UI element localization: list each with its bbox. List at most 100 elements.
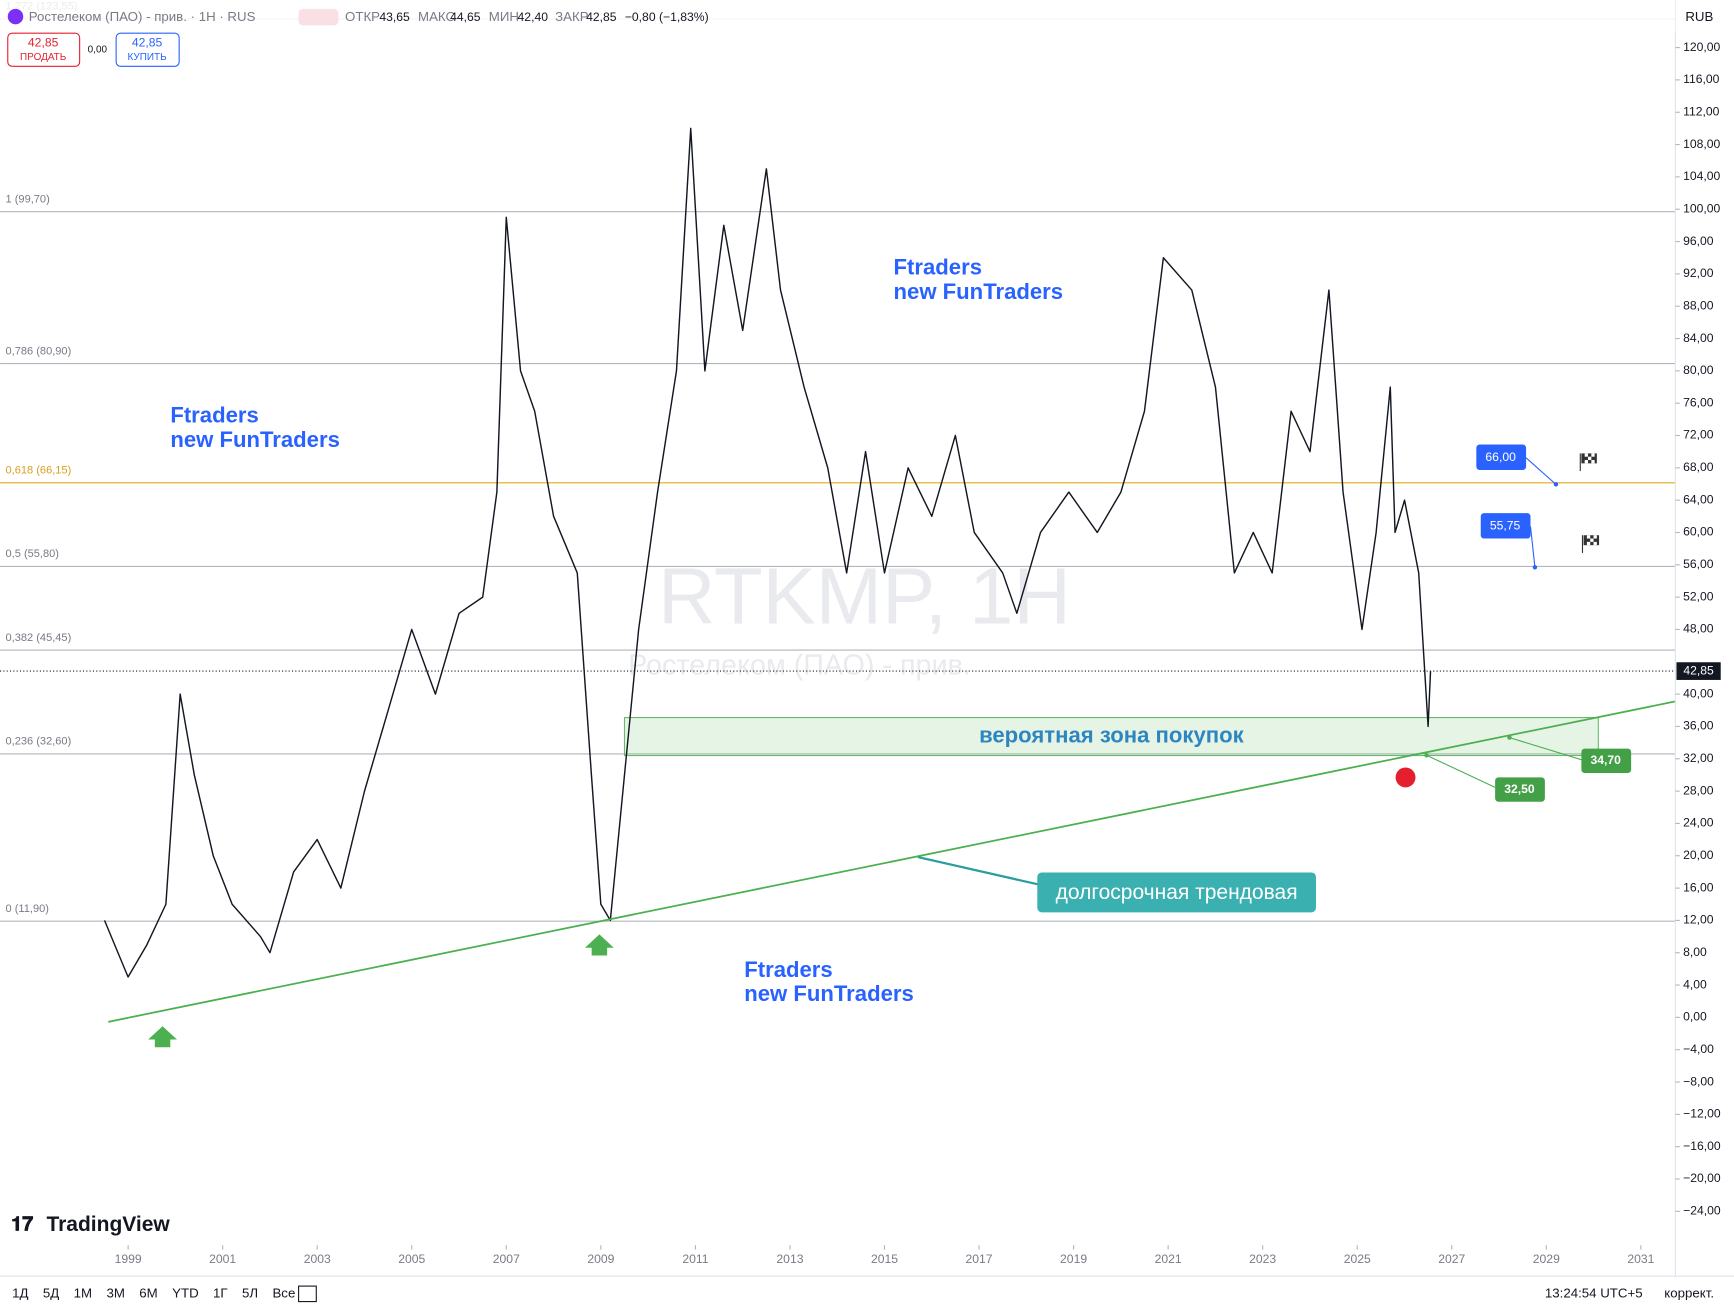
x-tick-label: 2013 [776,1252,803,1266]
y-tick-label: 20,00 [1683,848,1714,862]
y-tick-label: 100,00 [1683,201,1720,215]
red-dot [1395,767,1416,788]
y-tick-label: 68,00 [1683,460,1714,474]
y-tick-label: 56,00 [1683,557,1714,571]
y-tick-label: 40,00 [1683,686,1714,700]
y-tick-label: 24,00 [1683,816,1714,830]
x-tick-label: 1999 [115,1252,142,1266]
y-tick-label: 88,00 [1683,298,1714,312]
range-button[interactable]: 1Г [213,1285,228,1300]
range-button[interactable]: 6М [139,1285,157,1300]
y-tick-label: −16,00 [1683,1139,1721,1153]
brand-text: Ftraders [744,957,832,982]
target-line [1525,457,1557,485]
symbol-logo [7,8,24,25]
y-tick-label: −24,00 [1683,1204,1721,1218]
ohlc-value: 43,65 [379,10,410,24]
range-button[interactable]: 5Л [242,1285,258,1300]
last-price-box [1676,662,1721,680]
y-tick-label: 48,00 [1683,622,1714,636]
spread: 0,00 [88,44,108,55]
ohlc-label: ОТКР [345,9,380,24]
up-arrow [148,1026,177,1048]
y-tick-label: 120,00 [1683,40,1720,54]
y-tick-label: 4,00 [1683,977,1707,991]
x-tick-label: 2015 [871,1252,898,1266]
level-box [1581,748,1632,773]
level-box [1495,777,1545,802]
x-tick-label: 2023 [1249,1252,1276,1266]
fib-label: 0,382 (45,45) [6,632,72,644]
logo-mark: 𝟏𝟕 [11,1214,33,1236]
target-point [1553,482,1559,487]
range-button[interactable]: 1М [74,1285,92,1300]
y-tick-label: 76,00 [1683,395,1714,409]
callout-pointer [917,855,1040,886]
x-tick-label: 2021 [1155,1252,1182,1266]
x-tick-label: 2017 [966,1252,993,1266]
symbol-name: Ростелеком (ПАО) - прив. · 1Н · RUS [29,9,256,24]
target-box [1476,444,1527,470]
range-button[interactable]: 5Д [43,1285,59,1300]
price-line [103,127,1432,978]
currency[interactable]: RUB [1685,9,1713,24]
fib-label: 0,618 (66,15) [6,465,72,477]
x-tick-label: 2019 [1060,1252,1087,1266]
finish-flag [1581,535,1600,553]
ohlc-value: 44,65 [450,10,481,24]
x-tick-label: 2029 [1533,1252,1560,1266]
fib-label: 0,236 (32,60) [6,736,72,748]
brand-logo[interactable]: TradingView [46,1213,170,1236]
status-badge [298,8,339,26]
adjust-button[interactable]: коррект. [1664,1285,1714,1300]
trend-line [108,700,1676,1023]
y-tick-label: 108,00 [1683,137,1720,151]
buy-label: КУПИТЬ [128,52,167,63]
fib-label: 0,5 (55,80) [6,548,59,560]
y-tick-label: 0,00 [1683,1010,1707,1024]
y-tick-label: 112,00 [1683,104,1720,118]
y-tick-label: 32,00 [1683,751,1714,765]
ohlc-change: −0,80 (−1,83%) [625,10,709,24]
y-tick-label: −8,00 [1683,1074,1714,1088]
range-button[interactable]: 3М [106,1285,124,1300]
ohlc-label: ЗАКР [555,9,589,24]
y-tick-label: −12,00 [1683,1107,1721,1121]
target-label: 66,00 [1485,450,1516,464]
range-button[interactable]: 1Д [12,1285,28,1300]
range-button[interactable]: YTD [172,1285,199,1300]
x-tick-label: 2007 [493,1252,520,1266]
callout-box [1037,872,1316,913]
calendar-icon[interactable] [298,1285,317,1303]
y-tick-label: 52,00 [1683,589,1714,603]
sell-label: ПРОДАТЬ [20,52,66,63]
target-line [1529,526,1536,568]
y-tick-label: 8,00 [1683,945,1707,959]
level-point [1424,753,1429,758]
up-arrow [585,934,614,956]
sell-button[interactable] [7,32,81,67]
y-tick-label: 36,00 [1683,719,1714,733]
fib-label: 1 (99,70) [6,193,50,205]
range-toolbar: 1Д 5Д 1М 3М 6М YTD 1Г 5Л Все [12,1285,295,1300]
clock: 13:24:54 UTC+5 [1545,1285,1643,1300]
header-bg [0,0,1676,31]
level-line [1426,754,1496,788]
y-tick-label: 28,00 [1683,783,1714,797]
buy-button[interactable] [115,32,180,67]
y-tick-label: −4,00 [1683,1042,1714,1056]
target-box [1480,513,1531,539]
fib-label: 0,786 (80,90) [6,345,72,357]
x-tick-label: 2011 [682,1252,708,1266]
y-tick-label: 92,00 [1683,266,1714,280]
y-tick-label: 64,00 [1683,492,1714,506]
sell-price: 42,85 [28,35,59,49]
y-tick-label: 96,00 [1683,234,1714,248]
y-tick-label: 12,00 [1683,913,1714,927]
range-button[interactable]: Все [272,1285,295,1300]
brand-text: new FunTraders [744,981,914,1006]
